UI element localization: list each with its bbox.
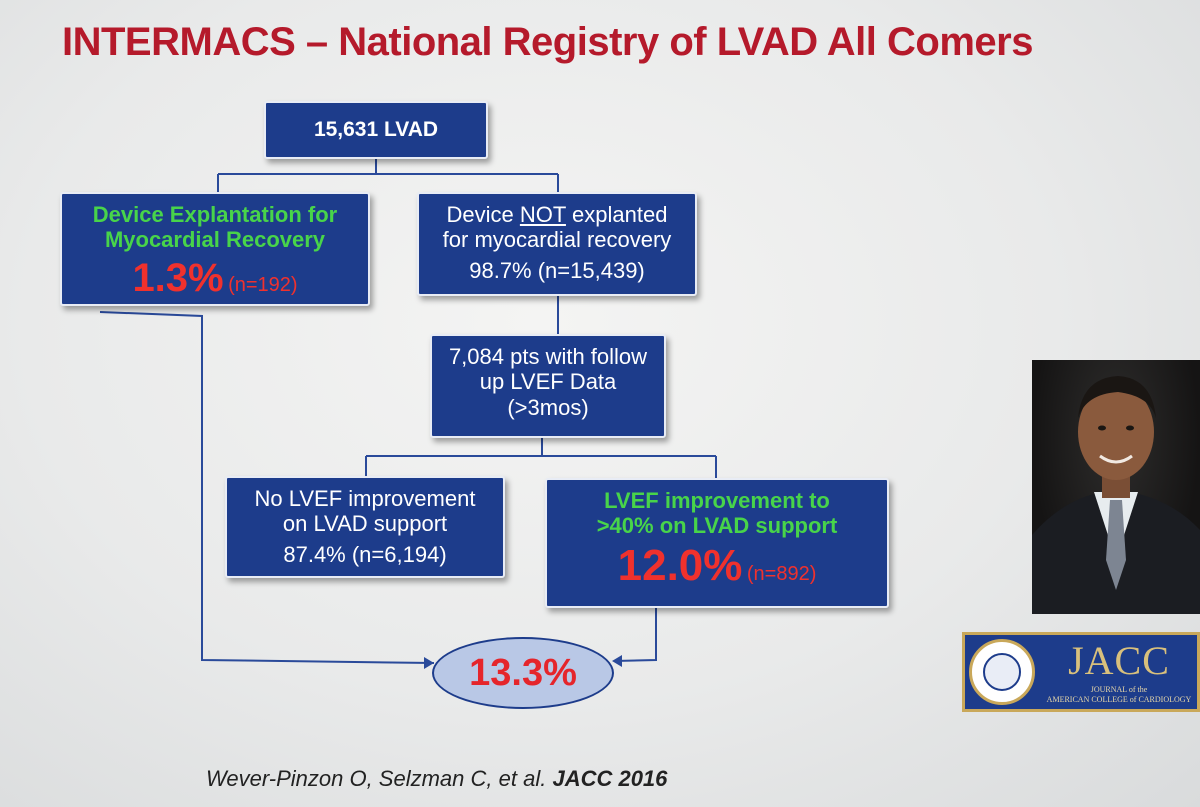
root-box-15631-lvad: 15,631 LVAD — [264, 101, 488, 159]
no-improvement-line2: on LVAD support — [282, 511, 448, 537]
jacc-logo-subtitle: JOURNAL of the AMERICAN COLLEGE of CARDI… — [1046, 685, 1192, 704]
total-recovery-label: 13.3% — [469, 651, 577, 694]
jacc-logo: JACC JOURNAL of the AMERICAN COLLEGE of … — [962, 632, 1200, 712]
explanted-box: Device Explantation for Myocardial Recov… — [60, 192, 370, 306]
speaker-photo — [1032, 360, 1200, 614]
citation: Wever-Pinzon O, Selzman C, et al. JACC 2… — [206, 766, 667, 792]
followup-box: 7,084 pts with follow up LVEF Data (>3mo… — [430, 334, 666, 438]
improvement-line2: >40% on LVAD support — [596, 513, 838, 539]
improvement-n: (n=892) — [746, 562, 817, 585]
total-recovery-ellipse: 13.3% — [432, 637, 614, 709]
improvement-line1: LVEF improvement to — [604, 488, 830, 513]
jacc-logo-title: JACC — [1068, 638, 1170, 683]
explanted-n: (n=192) — [228, 273, 298, 296]
not-emphasis: NOT — [519, 202, 566, 227]
no-improvement-stat: 87.4% (n=6,194) — [283, 541, 447, 567]
not-explanted-stat: 98.7% (n=15,439) — [469, 257, 645, 283]
speaker-portrait-icon — [1032, 376, 1200, 614]
not-explanted-box: Device NOT explanted for myocardial reco… — [417, 192, 697, 296]
root-box-label: 15,631 LVAD — [313, 117, 439, 141]
improvement-box: LVEF improvement to >40% on LVAD support… — [545, 478, 889, 608]
followup-line2: up LVEF Data — [479, 369, 617, 395]
improvement-percent: 12.0% — [617, 540, 743, 590]
not-explanted-line1: Device NOT explanted — [446, 202, 668, 227]
no-improvement-box: No LVEF improvement on LVAD support 87.4… — [225, 476, 505, 578]
citation-authors: Wever-Pinzon O, Selzman C, et al. — [206, 766, 547, 791]
not-explanted-line2: for myocardial recovery — [442, 227, 672, 253]
explanted-line1: Device Explantation for — [92, 202, 338, 227]
acc-seal-icon — [969, 639, 1035, 705]
followup-line3: (>3mos) — [507, 394, 589, 420]
no-improvement-line1: No LVEF improvement — [254, 486, 476, 511]
slide-title: INTERMACS – National Registry of LVAD Al… — [62, 20, 1033, 64]
followup-line1: 7,084 pts with follow — [448, 344, 648, 369]
citation-journal: JACC 2016 — [552, 766, 668, 791]
explanted-line2: Myocardial Recovery — [104, 227, 326, 253]
explanted-percent: 1.3% — [132, 255, 224, 300]
